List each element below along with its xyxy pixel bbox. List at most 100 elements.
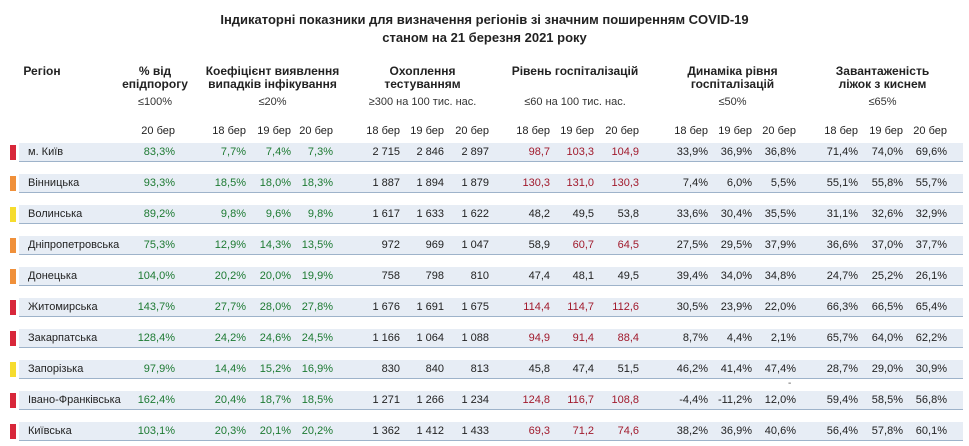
threshold-detection: ≤20% (258, 96, 287, 108)
cell-dyn: 33,6% (676, 208, 708, 220)
cell-epi: 75,3% (143, 239, 175, 251)
region-name: Закарпатська (28, 332, 98, 344)
cell-hosp: 124,8 (522, 394, 550, 406)
cell-beds: 31,1% (826, 208, 858, 220)
row-background (19, 298, 963, 317)
cell-dyn: 37,9% (764, 239, 796, 251)
region-name: Запорізька (28, 363, 84, 375)
cell-hosp: 49,5 (572, 208, 594, 220)
cell-det: 7,3% (307, 146, 333, 158)
row-background (19, 236, 963, 255)
cell-dyn: 7,4% (682, 177, 708, 189)
cell-beds: 24,7% (826, 270, 858, 282)
row-background (19, 422, 963, 441)
risk-level-marker (10, 362, 16, 377)
risk-level-marker (10, 331, 16, 346)
risk-level-marker (10, 393, 16, 408)
cell-dyn: 29,5% (720, 239, 752, 251)
cell-dyn: 39,4% (676, 270, 708, 282)
cell-det: 18,3% (301, 177, 333, 189)
cell-beds: 66,3% (826, 301, 858, 313)
cell-test: 758 (381, 270, 400, 282)
table-row: Запорізька 97,9% 14,4% 830 45,8 46,2% 28,7% 15,… (0, 359, 969, 380)
row-divider (19, 285, 963, 286)
header-dynamics-line1: Динаміка рівня (687, 64, 778, 78)
cell-test: 1 675 (461, 301, 489, 313)
table-row: Івано-Франківська 162,4% 20,4% 1 271 124,8 -4… (0, 390, 969, 411)
date-hosp-20: 20 бер (605, 125, 639, 137)
cell-test: 1 088 (461, 332, 489, 344)
cell-dyn: 27,5% (676, 239, 708, 251)
cell-dyn: 30,5% (676, 301, 708, 313)
cell-det: 27,8% (301, 301, 333, 313)
cell-epi: 83,3% (143, 146, 175, 158)
cell-test: 1 412 (416, 425, 444, 437)
cell-beds: 25,2% (871, 270, 903, 282)
header-hospitalization-level: Рівень госпіталізацій (511, 64, 639, 78)
cell-beds: 28,7% (826, 363, 858, 375)
cell-dyn: 33,9% (676, 146, 708, 158)
cell-epi: 104,0% (137, 270, 175, 282)
date-beds-19: 19 бер (869, 125, 903, 137)
cell-beds: 65,4% (915, 301, 947, 313)
cell-test: 1 676 (372, 301, 400, 313)
cell-test: 1 894 (416, 177, 444, 189)
cell-test: 2 897 (461, 146, 489, 158)
cell-dyn: 23,9% (720, 301, 752, 313)
date-test-20: 20 бер (455, 125, 489, 137)
header-detection-line2: випадків інфікування (208, 77, 337, 91)
cell-test: 1 633 (416, 208, 444, 220)
table-row: Київська 103,1% 20,3% 1 362 69,3 38,2% 56,4% 20… (0, 421, 969, 442)
cell-test: 813 (470, 363, 489, 375)
row-background (19, 205, 963, 224)
cell-epi: 143,7% (137, 301, 175, 313)
cell-det: 14,4% (214, 363, 246, 375)
row-divider (19, 254, 963, 255)
table-row: м. Київ 83,3% 7,7% 2 715 98,7 33,9% 71,4% 7,4% 2… (0, 142, 969, 163)
region-name: Волинська (28, 208, 83, 220)
cell-test: 830 (381, 363, 400, 375)
cell-dyn: 6,0% (726, 177, 752, 189)
cell-det: 20,1% (259, 425, 291, 437)
row-background (19, 391, 963, 410)
cell-hosp: 47,4 (572, 363, 594, 375)
cell-test: 1 047 (461, 239, 489, 251)
cell-dyn: 38,2% (676, 425, 708, 437)
cell-test: 1 879 (461, 177, 489, 189)
header-oxygen-beds-load: Завантаженість ліжок з киснем (810, 65, 955, 91)
cell-det: 20,4% (214, 394, 246, 406)
cell-beds: 69,6% (915, 146, 947, 158)
cell-hosp: 114,7 (567, 301, 594, 313)
cell-det: 9,8% (220, 208, 246, 220)
row-background (19, 267, 963, 286)
cell-dyn: 34,0% (720, 270, 752, 282)
cell-test: 1 166 (372, 332, 400, 344)
cell-hosp: 103,3 (566, 146, 594, 158)
region-name: Вінницька (28, 177, 80, 189)
date-dyn-18: 18 бер (674, 125, 708, 137)
cell-beds: 56,4% (826, 425, 858, 437)
threshold-testing: ≥300 на 100 тис. нас. (368, 96, 477, 108)
table-row: Закарпатська 128,4% 24,2% 1 166 94,9 8,7% 65,7… (0, 328, 969, 349)
cell-dyn: 40,6% (764, 425, 796, 437)
cell-beds: 64,0% (871, 332, 903, 344)
header-hospitalization-dynamics: Динаміка рівня госпіталізацій (660, 65, 805, 91)
cell-dyn: 4,4% (726, 332, 752, 344)
row-background (19, 174, 963, 193)
cell-test: 1 887 (372, 177, 400, 189)
cell-hosp: 94,9 (528, 332, 550, 344)
cell-det: 24,5% (301, 332, 333, 344)
region-name: Київська (28, 425, 72, 437)
region-name: Івано-Франківська (28, 394, 121, 406)
date-det-20: 20 бер (299, 125, 333, 137)
risk-level-marker (10, 145, 16, 160)
cell-det: 19,9% (301, 270, 333, 282)
cell-hosp: 108,8 (611, 394, 639, 406)
cell-hosp: 130,3 (522, 177, 550, 189)
risk-level-marker (10, 207, 16, 222)
cell-det: 24,6% (259, 332, 291, 344)
cell-beds: 32,6% (871, 208, 903, 220)
cell-det: 9,6% (265, 208, 291, 220)
cell-hosp: 71,2 (572, 425, 594, 437)
row-background (19, 143, 963, 162)
